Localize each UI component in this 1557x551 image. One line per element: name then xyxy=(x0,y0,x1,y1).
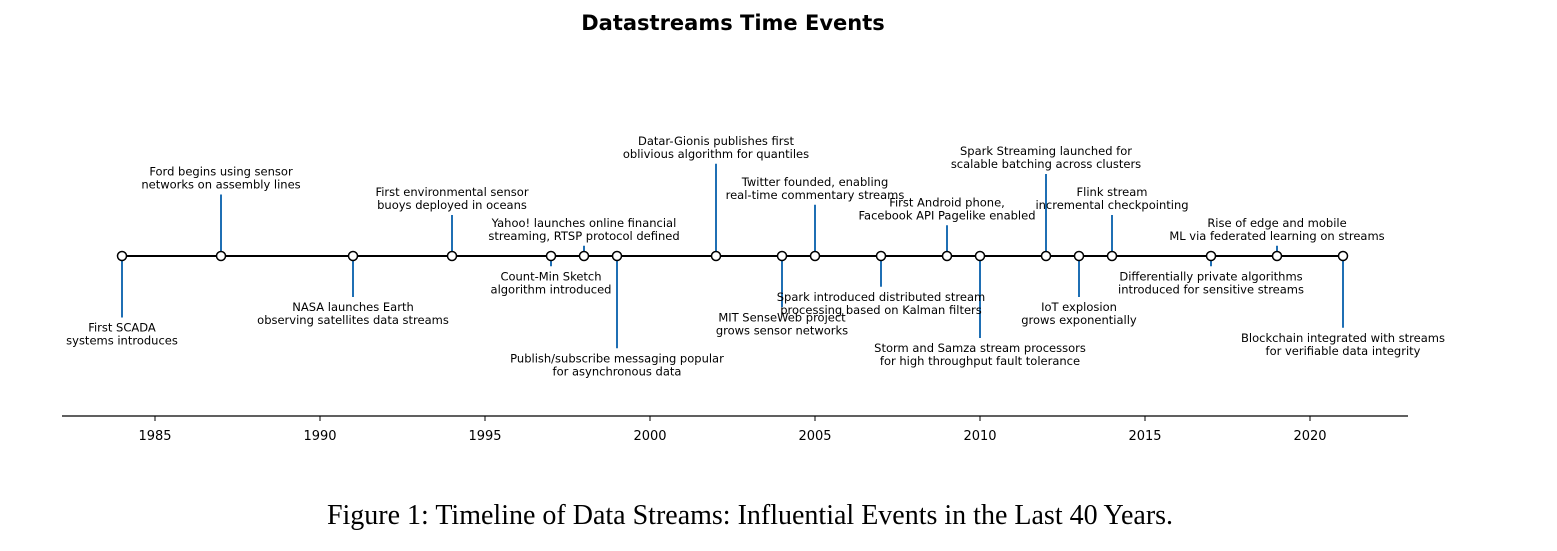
event-label-line: Rise of edge and mobile xyxy=(1207,216,1346,230)
timeline-chart: Datastreams Time Events First SCADA syste… xyxy=(62,11,1445,444)
event-label-line: grows exponentially xyxy=(1021,313,1137,327)
event-label-1997: Count-Min Sketch algorithm introduced xyxy=(491,269,612,296)
x-tick-label-2000: 2000 xyxy=(633,429,666,444)
event-label-line: incremental checkpointing xyxy=(1035,198,1188,212)
x-tick-label-2020: 2020 xyxy=(1293,429,1326,444)
event-label-2017: Differentially private algorithms introdu… xyxy=(1118,269,1304,296)
event-label-line: processing based on Kalman filters xyxy=(780,303,982,317)
event-marker-2005 xyxy=(809,250,821,262)
event-label-line: Facebook API Pagelike enabled xyxy=(858,208,1035,222)
event-label-line: grows sensor networks xyxy=(716,323,848,337)
event-marker-2013 xyxy=(1073,250,1085,262)
event-label-2014: Flink stream incremental checkpointing xyxy=(1035,185,1188,212)
event-marker-2002 xyxy=(710,250,722,262)
event-marker-1984 xyxy=(116,250,128,262)
event-marker-2014 xyxy=(1106,250,1118,262)
event-label-line: Storm and Samza stream processors xyxy=(874,341,1086,355)
event-label-line: for high throughput fault tolerance xyxy=(880,354,1080,368)
event-label-2012: Spark Streaming launched for scalable bat… xyxy=(951,144,1141,171)
event-label-line: for verifiable data integrity xyxy=(1266,344,1421,358)
x-tick-label-2005: 2005 xyxy=(798,429,831,444)
event-label-line: algorithm introduced xyxy=(491,282,612,296)
event-label-line: Spark Streaming launched for xyxy=(960,144,1132,158)
event-label-2002: Datar-Gionis publishes first oblivious al… xyxy=(623,134,809,161)
event-label-line: Ford begins using sensor xyxy=(149,165,293,179)
event-marker-2012 xyxy=(1040,250,1052,262)
event-label-line: Flink stream xyxy=(1077,185,1148,199)
event-marker-2021 xyxy=(1337,250,1349,262)
event-markers xyxy=(116,250,1349,262)
event-marker-2017 xyxy=(1205,250,1217,262)
event-marker-1999 xyxy=(611,250,623,262)
event-label-line: IoT explosion xyxy=(1041,300,1117,314)
event-marker-2009 xyxy=(941,250,953,262)
event-label-line: introduced for sensitive streams xyxy=(1118,282,1304,296)
event-labels: First SCADA systems introduces Ford begins… xyxy=(66,134,1445,379)
event-marker-1987 xyxy=(215,250,227,262)
event-label-line: Blockchain integrated with streams xyxy=(1241,331,1445,345)
event-label-line: Count-Min Sketch xyxy=(500,269,601,283)
x-axis-ticks: 1985 1990 1995 2000 2005 2010 2015 2020 xyxy=(138,416,1327,444)
event-label-line: systems introduces xyxy=(66,334,178,348)
event-label-1999: Publish/subscribe messaging popular for a… xyxy=(510,351,724,378)
chart-title: Datastreams Time Events xyxy=(581,11,885,35)
event-label-2019: Rise of edge and mobile ML via federated … xyxy=(1169,216,1384,243)
event-label-2005: Twitter founded, enabling real-time comme… xyxy=(726,175,905,202)
event-label-line: First SCADA xyxy=(88,321,156,335)
event-label-line: observing satellites data streams xyxy=(257,313,449,327)
event-marker-2007 xyxy=(875,250,887,262)
event-label-2007: Spark introduced distributed stream proce… xyxy=(777,290,985,317)
event-label-1994: First environmental sensor buoys deployed… xyxy=(375,185,528,212)
x-tick-label-1985: 1985 xyxy=(138,429,171,444)
figure-caption: Figure 1: Timeline of Data Streams: Infl… xyxy=(326,500,1174,531)
x-tick-label-2010: 2010 xyxy=(963,429,996,444)
event-marker-1997 xyxy=(545,250,557,262)
event-label-line: Spark introduced distributed stream xyxy=(777,290,985,304)
event-label-2004: MIT SenseWeb project grows sensor network… xyxy=(716,310,848,337)
event-label-line: Yahoo! launches online financial xyxy=(491,216,677,230)
event-marker-2019 xyxy=(1271,250,1283,262)
event-label-1991: NASA launches Earth observing satellites … xyxy=(257,300,449,327)
event-label-2010: Storm and Samza stream processors for hig… xyxy=(874,341,1086,368)
x-tick-label-2015: 2015 xyxy=(1128,429,1161,444)
event-marker-1991 xyxy=(347,250,359,262)
event-label-2009: First Android phone, Facebook API Pagelik… xyxy=(858,195,1035,222)
event-label-1987: Ford begins using sensor networks on asse… xyxy=(141,165,300,192)
event-label-line: streaming, RTSP protocol defined xyxy=(488,229,679,243)
x-tick-label-1990: 1990 xyxy=(303,429,336,444)
event-label-2013: IoT explosion grows exponentially xyxy=(1021,300,1137,327)
event-label-line: ML via federated learning on streams xyxy=(1169,229,1384,243)
event-label-line: networks on assembly lines xyxy=(141,178,300,192)
event-marker-1998 xyxy=(578,250,590,262)
event-label-line: for asynchronous data xyxy=(553,364,682,378)
event-label-line: buoys deployed in oceans xyxy=(377,198,527,212)
event-marker-1994 xyxy=(446,250,458,262)
event-label-line: NASA launches Earth xyxy=(292,300,414,314)
event-label-line: MIT SenseWeb project xyxy=(718,310,846,324)
event-label-1998: Yahoo! launches online financial streamin… xyxy=(488,216,679,243)
event-label-line: Datar-Gionis publishes first xyxy=(638,134,795,148)
event-label-line: Differentially private algorithms xyxy=(1119,269,1302,283)
event-label-line: scalable batching across clusters xyxy=(951,157,1141,171)
event-marker-2004 xyxy=(776,250,788,262)
event-label-line: oblivious algorithm for quantiles xyxy=(623,147,809,161)
event-label-1984: First SCADA systems introduces xyxy=(66,321,178,348)
event-label-2021: Blockchain integrated with streams for ve… xyxy=(1241,331,1445,358)
x-tick-label-1995: 1995 xyxy=(468,429,501,444)
event-label-line: Twitter founded, enabling xyxy=(741,175,889,189)
event-marker-2010 xyxy=(974,250,986,262)
event-label-line: Publish/subscribe messaging popular xyxy=(510,351,724,365)
event-label-line: First environmental sensor xyxy=(375,185,528,199)
event-label-line: First Android phone, xyxy=(889,195,1005,209)
event-label-line: real-time commentary streams xyxy=(726,188,905,202)
